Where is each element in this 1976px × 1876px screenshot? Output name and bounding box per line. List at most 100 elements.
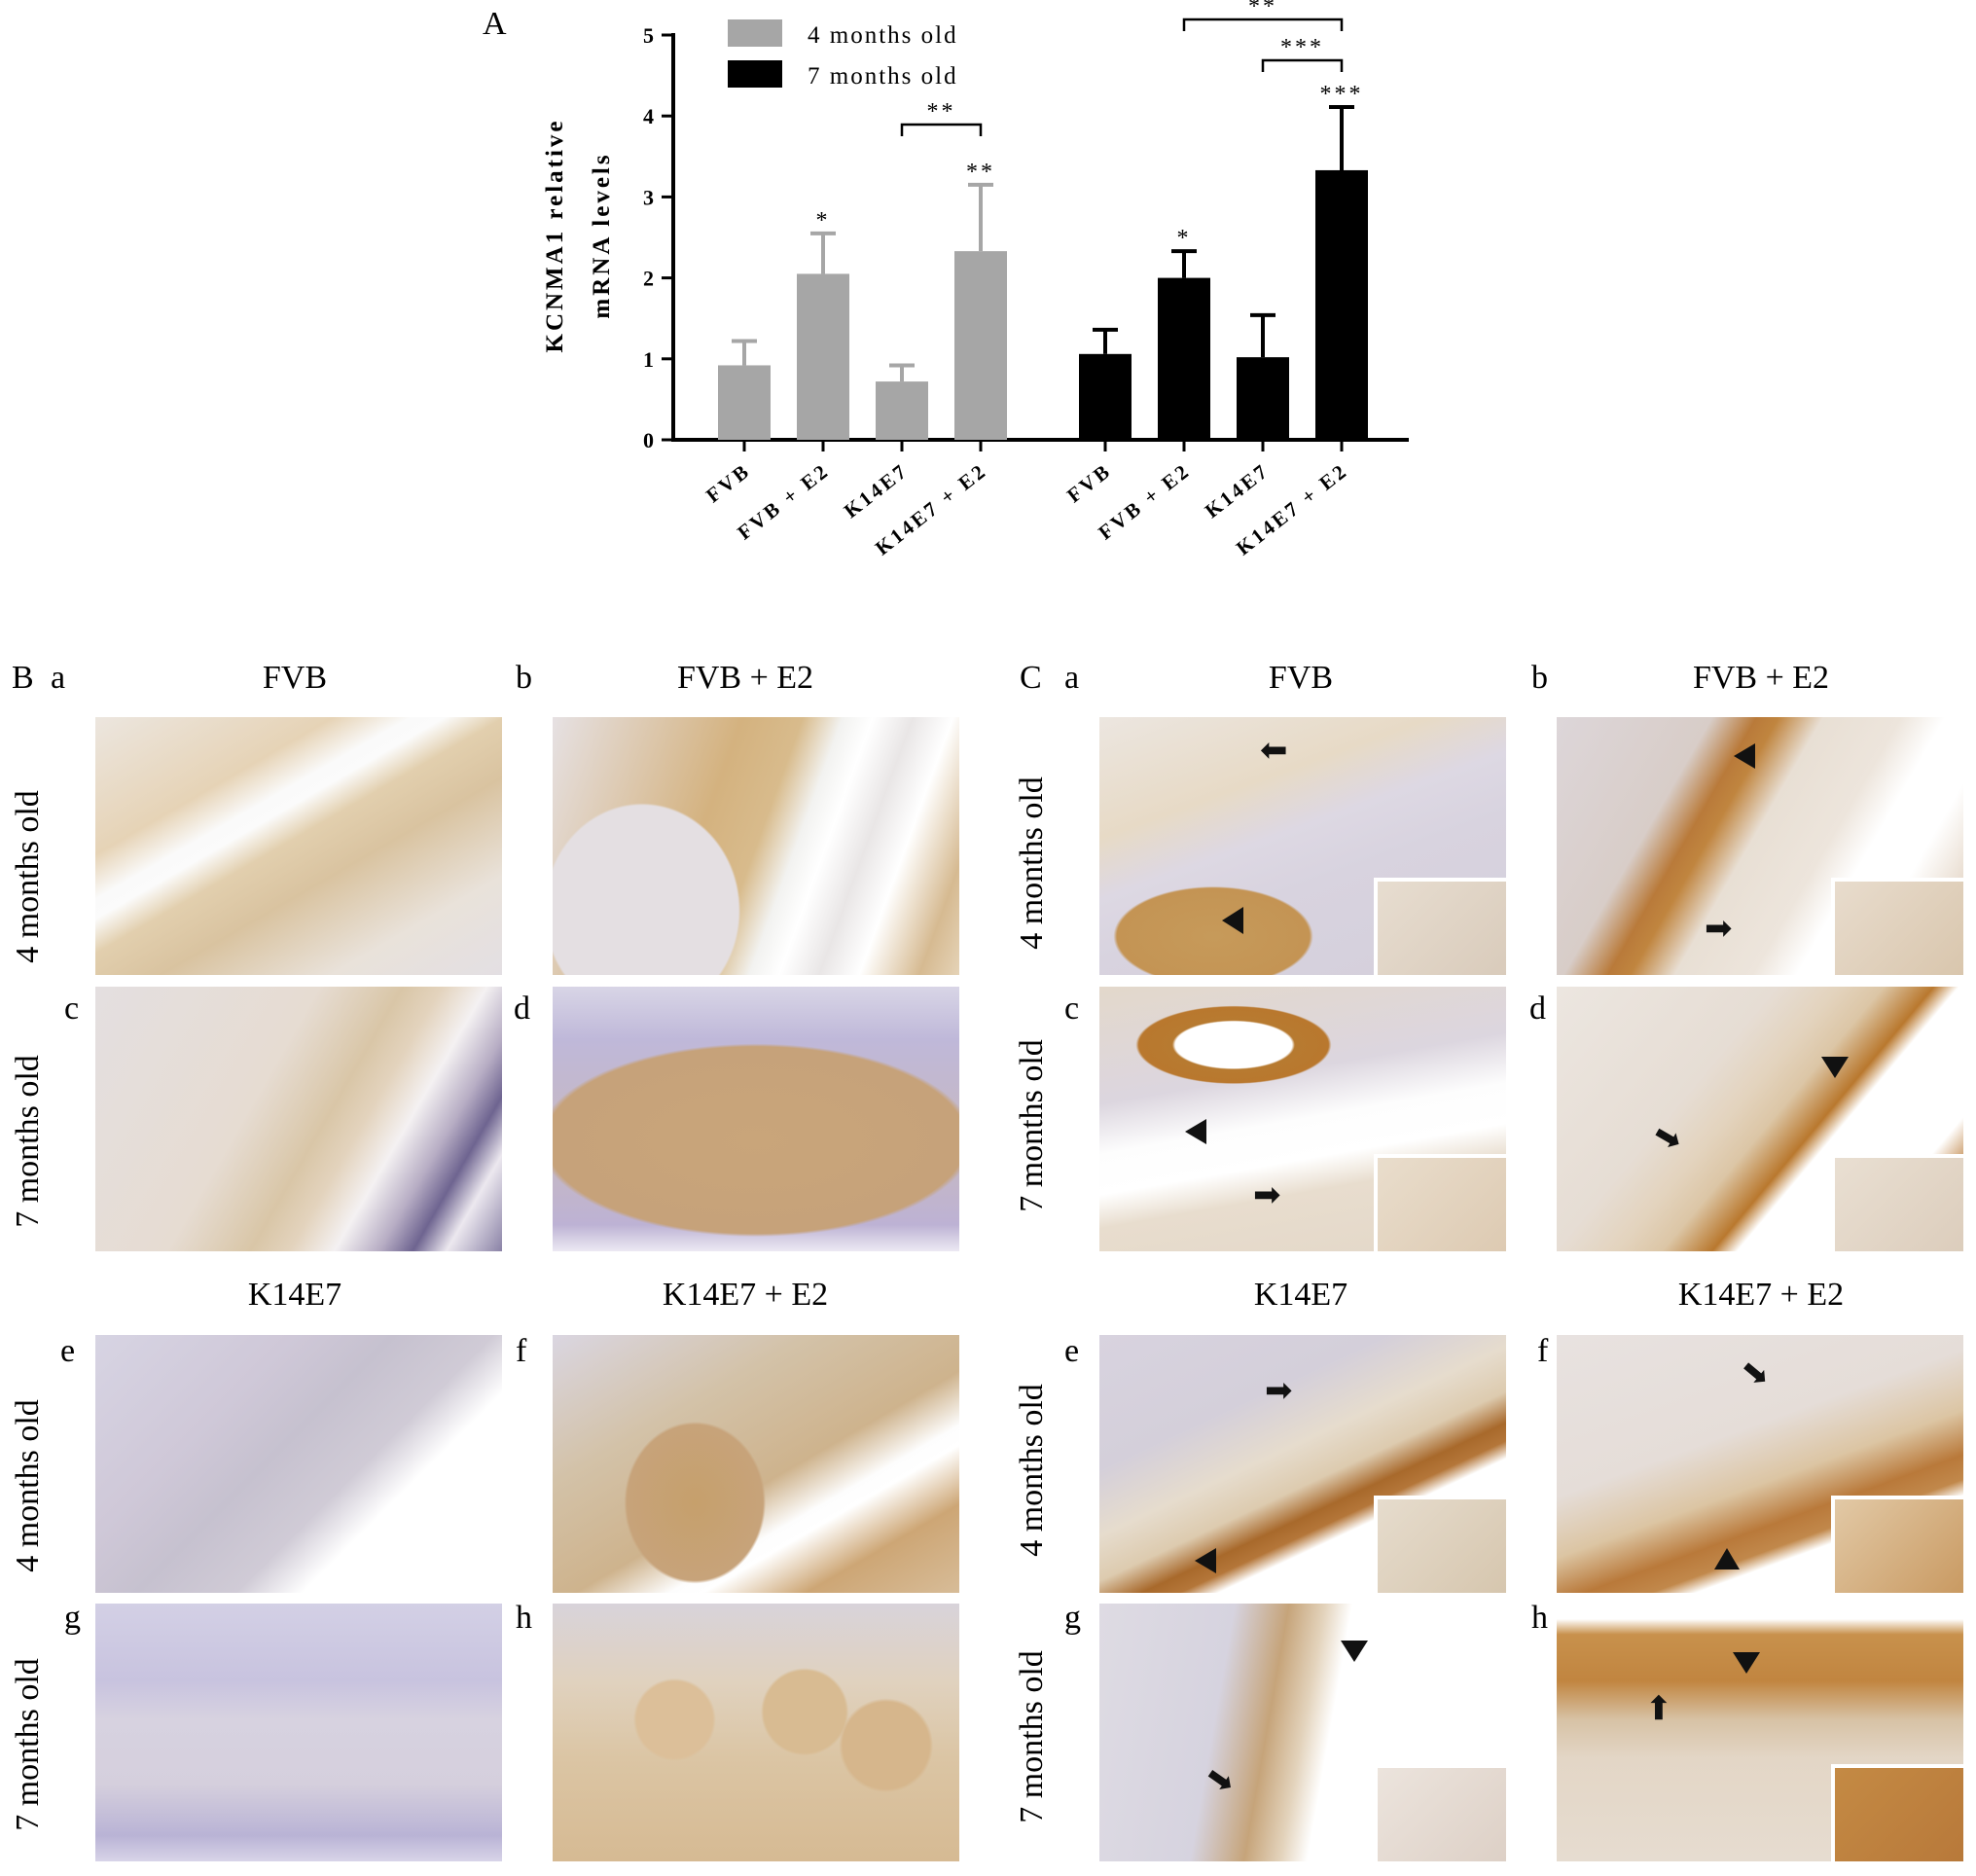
micrograph-c-a: [1099, 717, 1506, 975]
bar: [718, 365, 771, 440]
panel-b-row-label-1: 4 months old: [10, 790, 46, 963]
y-axis-label: KCNMA1 relative: [542, 118, 568, 352]
y-tick-label: 1: [643, 347, 654, 372]
micrograph-c-d: [1557, 987, 1963, 1251]
bar: [1237, 357, 1289, 440]
panel-b-sub-h: h: [516, 1600, 532, 1636]
panel-b-row-label-4: 7 months old: [10, 1658, 46, 1831]
arrow-icon: ⬅: [1260, 731, 1288, 770]
micrograph-b-g: [95, 1604, 502, 1861]
panel-c-sub-g: g: [1064, 1600, 1081, 1636]
panel-c-letter: C: [1020, 660, 1042, 696]
micrograph-c-a-inset: [1374, 878, 1506, 975]
y-tick-label: 5: [643, 23, 654, 48]
panel-c-sub-e: e: [1064, 1333, 1080, 1369]
legend-label: 7 months old: [808, 63, 958, 90]
micrograph-b-e: [95, 1335, 502, 1593]
legend-swatch: [728, 19, 782, 47]
panel-b-row-label-2: 7 months old: [10, 1055, 46, 1228]
arrowhead-icon: [1821, 1057, 1849, 1078]
micrograph-c-e-inset: [1374, 1496, 1506, 1593]
arrow-icon: ➡: [1253, 1175, 1281, 1214]
bar-chart: 0 1 2 3 4 5 KCNMA1 relative mRNA levels 4 months…: [542, 0, 1409, 559]
micrograph-b-h: [553, 1604, 959, 1861]
panel-b-row-label-3: 4 months old: [10, 1399, 46, 1572]
panel-c-sub-b: b: [1531, 660, 1548, 696]
comparison-bracket: [1182, 18, 1344, 31]
panel-c-sub-c: c: [1064, 991, 1080, 1027]
y-tick-label: 0: [643, 428, 654, 452]
micrograph-c-b: [1557, 717, 1963, 975]
legend-label: 4 months old: [808, 22, 958, 49]
micrograph-c-b-inset: [1831, 878, 1963, 975]
micrograph-c-g-inset: [1374, 1764, 1506, 1861]
panel-b-sub-c: c: [64, 991, 80, 1027]
significance-mark: ***: [1320, 82, 1364, 107]
comparison-label: ***: [1280, 35, 1324, 60]
panel-b-title-k14e7-e2: K14E7 + E2: [662, 1277, 829, 1313]
y-tick-label: 2: [643, 267, 654, 291]
panel-b-sub-a: a: [51, 660, 66, 696]
panel-b-title-fvb-e2: FVB + E2: [676, 660, 814, 696]
arrowhead-icon: [1734, 743, 1755, 769]
panel-c-row-label-4: 7 months old: [1014, 1650, 1050, 1823]
arrowhead-icon: [1185, 1119, 1206, 1144]
panel-c-title-k14e7-e2: K14E7 + E2: [1677, 1277, 1845, 1313]
micrograph-c-g: [1099, 1604, 1506, 1861]
panel-c-row-label-1: 4 months old: [1014, 776, 1050, 950]
micrograph-b-d: [553, 987, 959, 1251]
micrograph-c-f: [1557, 1335, 1963, 1593]
micrograph-c-h: [1557, 1604, 1963, 1861]
x-tick-label: K14E7: [840, 458, 913, 523]
y-axis-label: mRNA levels: [589, 152, 615, 318]
arrow-icon: ➡: [1705, 909, 1733, 948]
micrograph-b-a: [95, 717, 502, 975]
bar: [876, 381, 928, 440]
comparison-label: **: [927, 99, 956, 125]
panel-b-sub-f: f: [516, 1333, 527, 1369]
panel-b-sub-g: g: [64, 1600, 81, 1636]
panel-c-title-fvb-e2: FVB + E2: [1692, 660, 1830, 696]
comparison-bracket: [1261, 58, 1344, 72]
bar: [1079, 353, 1132, 440]
arrowhead-icon: [1195, 1548, 1216, 1573]
arrowhead-icon: [1733, 1652, 1760, 1674]
micrograph-c-d-inset: [1831, 1154, 1963, 1251]
micrograph-c-h-inset: [1831, 1764, 1963, 1861]
panel-c-title-fvb: FVB: [1268, 660, 1334, 696]
micrograph-b-c: [95, 987, 502, 1251]
x-tick-label: FVB: [1062, 458, 1116, 507]
panel-c-sub-d: d: [1529, 991, 1546, 1027]
panel-b-title-k14e7: K14E7: [247, 1277, 342, 1313]
x-tick-label: FVB: [701, 458, 755, 507]
bar: [1158, 277, 1210, 440]
significance-mark: *: [1177, 226, 1192, 251]
arrow-icon: ➡: [1638, 1693, 1678, 1722]
panel-c-row-label-3: 4 months old: [1014, 1384, 1050, 1557]
comparison-label: **: [1248, 0, 1277, 19]
panel-c-sub-a: a: [1064, 660, 1080, 696]
bar: [797, 273, 849, 440]
micrograph-c-f-inset: [1831, 1496, 1963, 1593]
micrograph-c-e: [1099, 1335, 1506, 1593]
arrowhead-icon: [1222, 907, 1243, 934]
panel-b-sub-d: d: [514, 991, 530, 1027]
comparison-bracket: [900, 123, 983, 136]
micrograph-b-f: [553, 1335, 959, 1593]
legend-swatch: [728, 60, 782, 88]
arrow-icon: ➡: [1265, 1371, 1293, 1410]
x-tick-label: K14E7: [1201, 458, 1274, 523]
panel-b-title-fvb: FVB: [262, 660, 328, 696]
panel-c-row-label-2: 7 months old: [1014, 1039, 1050, 1212]
bar: [954, 251, 1007, 440]
panel-a-letter: A: [483, 6, 507, 42]
micrograph-b-b: [553, 717, 959, 975]
micrograph-c-c-inset: [1374, 1154, 1506, 1251]
panel-b-sub-b: b: [516, 660, 532, 696]
panel-b-sub-e: e: [60, 1333, 76, 1369]
panel-c-sub-f: f: [1537, 1333, 1549, 1369]
arrowhead-icon: [1341, 1641, 1368, 1662]
panel-c-title-k14e7: K14E7: [1253, 1277, 1348, 1313]
micrograph-c-c: [1099, 987, 1506, 1251]
significance-mark: *: [816, 208, 831, 234]
